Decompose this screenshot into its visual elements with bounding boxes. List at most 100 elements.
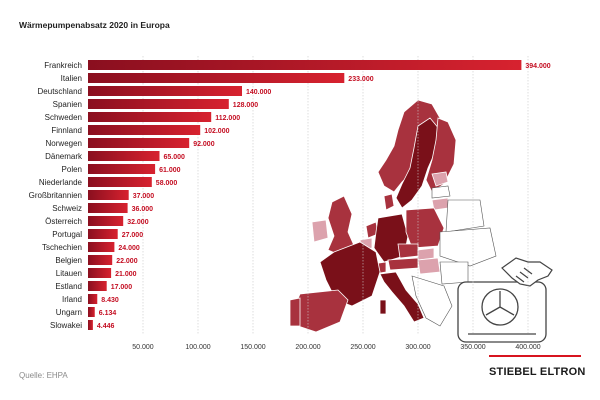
value-label: 24.000 bbox=[118, 245, 140, 252]
x-tick-labels: 50.000 100.000 150.000 200.000 250.000 300.00… bbox=[132, 344, 540, 351]
bar bbox=[88, 229, 118, 239]
value-label: 128.000 bbox=[233, 102, 258, 109]
bar bbox=[88, 177, 152, 187]
category-label: Norwegen bbox=[46, 139, 82, 148]
map-denmark bbox=[383, 193, 395, 211]
bar bbox=[88, 307, 95, 317]
map-slovakia bbox=[417, 247, 435, 261]
map-ukraine bbox=[439, 227, 497, 267]
chart-title: Wärmepumpenabsatz 2020 in Europa bbox=[19, 20, 170, 30]
bar bbox=[88, 60, 522, 70]
category-label: Italien bbox=[61, 74, 82, 83]
category-label: Schweiz bbox=[52, 204, 82, 213]
category-label: Tschechien bbox=[42, 243, 82, 252]
source-note: Quelle: EHPA bbox=[19, 371, 68, 380]
map-poland bbox=[405, 207, 445, 249]
x-tick-label: 350.000 bbox=[460, 344, 485, 351]
category-label: Niederlande bbox=[39, 178, 83, 187]
category-label: Irland bbox=[62, 295, 82, 304]
category-label: Polen bbox=[62, 165, 82, 174]
value-label: 61.000 bbox=[159, 167, 181, 174]
bar bbox=[88, 320, 93, 330]
value-label: 58.000 bbox=[156, 180, 178, 187]
bar bbox=[88, 203, 128, 213]
bar bbox=[88, 151, 160, 161]
x-tick-label: 150.000 bbox=[240, 344, 265, 351]
value-label: 8.430 bbox=[101, 297, 119, 304]
value-labels: 394.000 233.000 140.000 128.000 112.000 102.0… bbox=[97, 63, 551, 330]
value-label: 4.446 bbox=[97, 323, 115, 330]
category-label: Portugal bbox=[52, 230, 82, 239]
category-labels: Frankreich Italien Deutschland Spanien Schwe… bbox=[29, 61, 83, 330]
map-austria bbox=[387, 257, 419, 271]
map-estonia bbox=[431, 171, 449, 187]
value-label: 6.134 bbox=[99, 310, 117, 317]
value-label: 22.000 bbox=[116, 258, 138, 265]
value-label: 27.000 bbox=[122, 232, 144, 239]
map-ireland bbox=[311, 219, 329, 243]
map-balkans bbox=[411, 275, 453, 327]
map-belarus bbox=[445, 199, 485, 233]
map-portugal bbox=[289, 297, 301, 327]
x-tick-label: 50.000 bbox=[132, 344, 154, 351]
category-label: Österreich bbox=[45, 217, 82, 226]
value-label: 37.000 bbox=[133, 193, 155, 200]
bar bbox=[88, 255, 113, 265]
bar bbox=[88, 99, 229, 109]
category-label: Frankreich bbox=[44, 61, 82, 70]
bar bbox=[88, 138, 190, 148]
bar bbox=[88, 294, 98, 304]
value-label: 92.000 bbox=[193, 141, 215, 148]
brand-accent-line bbox=[489, 355, 581, 357]
bar bbox=[88, 73, 345, 83]
bar bbox=[88, 86, 242, 96]
map-czech bbox=[397, 243, 419, 259]
x-tick-label: 300.000 bbox=[405, 344, 430, 351]
value-label: 36.000 bbox=[132, 206, 154, 213]
bar bbox=[88, 190, 129, 200]
category-label: Finnland bbox=[51, 126, 82, 135]
value-label: 21.000 bbox=[115, 271, 137, 278]
bar bbox=[88, 216, 124, 226]
category-label: Dänemark bbox=[45, 152, 83, 161]
category-label: Belgien bbox=[55, 256, 82, 265]
bar bbox=[88, 125, 201, 135]
bar bbox=[88, 242, 115, 252]
handshake-icon bbox=[501, 257, 553, 287]
value-label: 102.000 bbox=[204, 128, 229, 135]
category-label: Ungarn bbox=[56, 308, 82, 317]
x-tick-label: 250.000 bbox=[350, 344, 375, 351]
category-label: Litauen bbox=[56, 269, 82, 278]
bar bbox=[88, 112, 212, 122]
value-label: 233.000 bbox=[348, 76, 373, 83]
category-label: Slowakei bbox=[50, 321, 82, 330]
x-tick-label: 100.000 bbox=[185, 344, 210, 351]
category-label: Schweden bbox=[45, 113, 82, 122]
europe-map bbox=[289, 99, 497, 333]
value-label: 17.000 bbox=[111, 284, 133, 291]
value-label: 394.000 bbox=[525, 63, 550, 70]
category-label: Spanien bbox=[53, 100, 82, 109]
map-sardinia bbox=[379, 299, 387, 315]
brand-logo: STIEBEL ELTRON bbox=[489, 366, 586, 378]
category-label: Großbritannien bbox=[29, 191, 82, 200]
bars bbox=[88, 60, 522, 330]
value-label: 140.000 bbox=[246, 89, 271, 96]
bar bbox=[88, 164, 156, 174]
map-spain bbox=[293, 289, 349, 333]
bar bbox=[88, 268, 112, 278]
map-italy bbox=[379, 271, 425, 323]
category-label: Estland bbox=[55, 282, 82, 291]
x-tick-label: 400.000 bbox=[515, 344, 540, 351]
bar bbox=[88, 281, 107, 291]
map-romania bbox=[439, 261, 469, 285]
value-label: 65.000 bbox=[164, 154, 186, 161]
value-label: 32.000 bbox=[127, 219, 149, 226]
x-tick-label: 200.000 bbox=[295, 344, 320, 351]
map-hungary bbox=[417, 257, 441, 275]
value-label: 112.000 bbox=[215, 115, 240, 122]
map-latvia bbox=[431, 185, 451, 199]
heat-pump-icon bbox=[457, 281, 547, 343]
category-label: Deutschland bbox=[38, 87, 82, 96]
